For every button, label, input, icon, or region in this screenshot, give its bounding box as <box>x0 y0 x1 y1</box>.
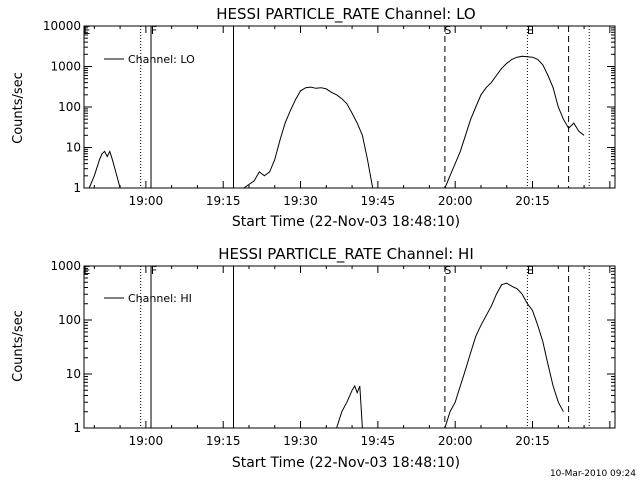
y-tick-label: 1 <box>73 421 81 435</box>
x-tick-label: 19:30 <box>283 194 318 208</box>
x-tick-label: 19:45 <box>361 194 396 208</box>
x-tick-label: 19:15 <box>206 434 241 448</box>
series-line <box>444 55 585 189</box>
x-tick-label: 19:15 <box>206 194 241 208</box>
x-tick-label: 20:00 <box>438 194 473 208</box>
panel-hi-legend: Channel: HI <box>104 292 192 305</box>
x-tick-label: 19:30 <box>283 434 318 448</box>
y-tick-label: 10000 <box>43 19 81 33</box>
y-tick-label: 1 <box>73 181 81 195</box>
x-tick-label: 19:00 <box>129 194 164 208</box>
panel-lo-ticks: 19:00 19:15 19:30 19:45 20:00 20:15 1 10 100 1000… <box>43 19 615 208</box>
event-marker-label: E <box>84 24 91 37</box>
event-marker-label: E <box>527 264 534 277</box>
panel-lo: HESSI PARTICLE_RATE Channel: LO Counts/s… <box>11 5 616 230</box>
y-tick-label: 100 <box>58 313 81 327</box>
panel-hi-ylabel: Counts/sec <box>11 310 26 382</box>
event-marker-label: F <box>151 24 157 37</box>
panel-hi: HESSI PARTICLE_RATE Channel: HI Counts/s… <box>11 245 616 471</box>
panel-hi-title: HESSI PARTICLE_RATE Channel: HI <box>218 245 474 264</box>
x-tick-label: 20:15 <box>515 434 550 448</box>
x-tick-label: 19:00 <box>129 434 164 448</box>
panel-lo-frame <box>83 25 616 189</box>
y-tick-label: 1000 <box>50 60 81 74</box>
panel-lo-title: HESSI PARTICLE_RATE Channel: LO <box>216 5 475 24</box>
panel-lo-ylabel: Counts/sec <box>11 72 26 144</box>
event-marker-label: F <box>151 264 157 277</box>
panel-lo-legend-label: Channel: LO <box>128 53 195 66</box>
panel-lo-xlabel: Start Time (22-Nov-03 18:48:10) <box>232 214 460 230</box>
series-line <box>88 150 121 189</box>
footer-timestamp: 10-Mar-2010 09:24 <box>550 469 636 479</box>
x-tick-label: 20:15 <box>515 194 550 208</box>
panel-hi-xlabel: Start Time (22-Nov-03 18:48:10) <box>232 455 460 471</box>
panel-hi-series <box>336 282 564 429</box>
series-line <box>444 282 564 429</box>
panel-lo-legend: Channel: LO <box>104 53 195 66</box>
event-marker-label: E <box>84 264 91 277</box>
panel-lo-series <box>88 55 585 189</box>
x-tick-label: 20:00 <box>438 434 473 448</box>
event-marker-label: E <box>527 24 534 37</box>
y-tick-label: 1000 <box>50 259 81 273</box>
y-tick-label: 10 <box>66 367 81 381</box>
series-line <box>336 384 363 429</box>
x-tick-label: 19:45 <box>361 434 396 448</box>
event-marker-label: S <box>444 264 451 277</box>
y-tick-label: 100 <box>58 100 81 114</box>
y-tick-label: 10 <box>66 141 81 155</box>
series-line <box>243 86 374 189</box>
panel-hi-legend-label: Channel: HI <box>128 292 192 305</box>
panel-hi-frame <box>83 265 616 429</box>
event-marker-label: S <box>444 24 451 37</box>
